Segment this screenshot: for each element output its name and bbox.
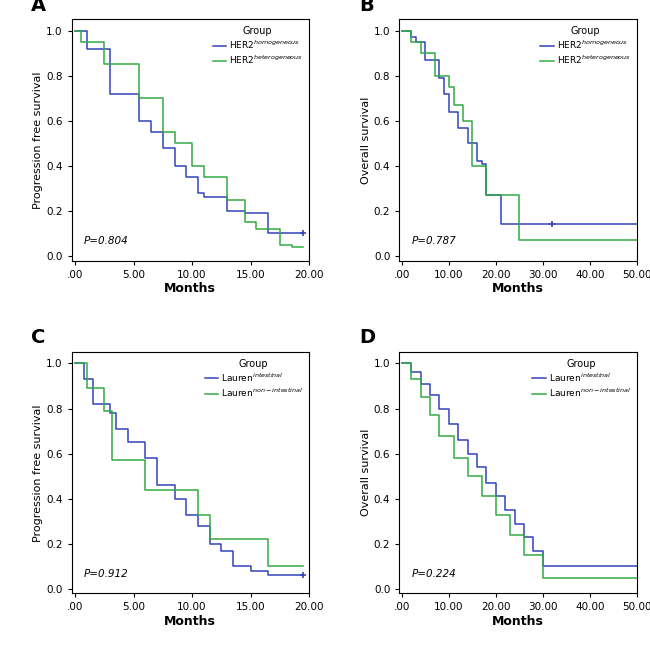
Text: D: D	[359, 328, 375, 348]
Y-axis label: Progression free survival: Progression free survival	[33, 71, 43, 209]
Y-axis label: Progression free survival: Progression free survival	[33, 404, 43, 542]
Text: P=0.224: P=0.224	[411, 568, 456, 579]
X-axis label: Months: Months	[492, 283, 544, 295]
Text: C: C	[31, 328, 46, 348]
Text: P=0.804: P=0.804	[83, 235, 128, 246]
Legend: HER2$^{homogeneous}$, HER2$^{heterogeneous}$: HER2$^{homogeneous}$, HER2$^{heterogeneo…	[539, 24, 632, 68]
Y-axis label: Overall survival: Overall survival	[361, 429, 371, 517]
Text: P=0.912: P=0.912	[83, 568, 128, 579]
X-axis label: Months: Months	[492, 615, 544, 628]
Legend: Lauren$^{intestinal}$, Lauren$^{non-intestinal}$: Lauren$^{intestinal}$, Lauren$^{non-inte…	[203, 357, 305, 401]
Legend: HER2$^{homogeneous}$, HER2$^{heterogeneous}$: HER2$^{homogeneous}$, HER2$^{heterogeneo…	[211, 24, 305, 68]
X-axis label: Months: Months	[164, 615, 216, 628]
Text: A: A	[31, 0, 46, 15]
Text: B: B	[359, 0, 374, 15]
Text: P=0.787: P=0.787	[411, 235, 456, 246]
Legend: Lauren$^{intestinal}$, Lauren$^{non-intestinal}$: Lauren$^{intestinal}$, Lauren$^{non-inte…	[530, 357, 632, 401]
Y-axis label: Overall survival: Overall survival	[361, 96, 371, 184]
X-axis label: Months: Months	[164, 283, 216, 295]
